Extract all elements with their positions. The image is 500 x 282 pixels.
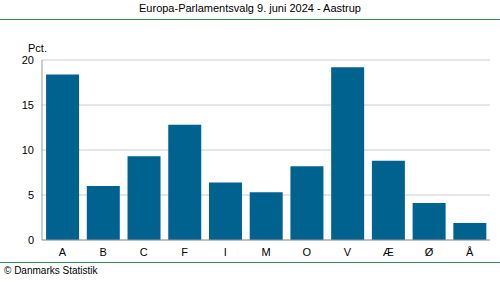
svg-text:C: C — [140, 246, 148, 258]
svg-text:V: V — [344, 246, 352, 258]
svg-text:Å: Å — [466, 246, 474, 258]
svg-text:B: B — [99, 246, 106, 258]
svg-text:O: O — [302, 246, 311, 258]
svg-text:I: I — [224, 246, 227, 258]
svg-text:5: 5 — [28, 189, 34, 201]
svg-text:F: F — [181, 246, 188, 258]
svg-text:A: A — [59, 246, 67, 258]
html-text:Europa-Parlamentsvalg 9. juni: Europa-Parlamentsvalg 9. juni 2024 - Aas… — [139, 2, 361, 14]
svg-text:M: M — [261, 246, 270, 258]
html-text:Pct.: Pct. — [28, 42, 47, 54]
svg-text:Æ: Æ — [383, 246, 394, 258]
svg-text:20: 20 — [22, 54, 34, 66]
svg-text:10: 10 — [22, 144, 34, 156]
svg-text:15: 15 — [22, 99, 34, 111]
svg-text:0: 0 — [28, 234, 34, 246]
html-text:© Danmarks Statistik: © Danmarks Statistik — [4, 265, 98, 276]
svg-text:Ø: Ø — [425, 246, 434, 258]
